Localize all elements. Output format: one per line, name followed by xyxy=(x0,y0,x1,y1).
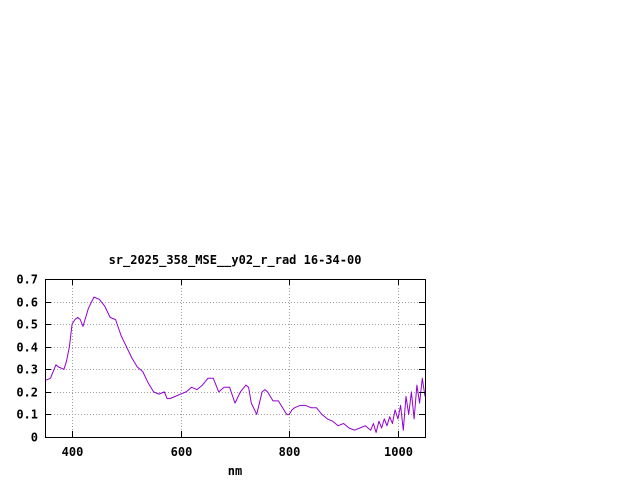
y-tick-label: 0 xyxy=(31,431,38,445)
x-tick-label: 600 xyxy=(171,445,193,459)
series-layer xyxy=(44,296,426,433)
x-tick-label: 1000 xyxy=(384,445,413,459)
y-tick-label: 0.1 xyxy=(16,408,38,422)
x-axis-label: nm xyxy=(228,464,242,478)
plot-frame xyxy=(45,279,426,438)
x-tick-label: 800 xyxy=(279,445,301,459)
ticks: 0 0.1 0.2 0.3 0.4 0.5 0.6 0.7 400 600 800 1000 xyxy=(16,273,425,459)
y-tick-label: 0.4 xyxy=(16,341,38,355)
x-tick-label: 400 xyxy=(62,445,84,459)
chart-title: sr_2025_358_MSE__y02_r_rad 16-34-00 xyxy=(109,253,362,268)
y-tick-label: 0.3 xyxy=(16,363,38,377)
grid xyxy=(45,279,425,437)
y-tick-label: 0.6 xyxy=(16,296,38,310)
series-line xyxy=(44,296,426,433)
y-tick-label: 0.7 xyxy=(16,273,38,287)
y-tick-label: 0.5 xyxy=(16,318,38,332)
y-tick-label: 0.2 xyxy=(16,386,38,400)
